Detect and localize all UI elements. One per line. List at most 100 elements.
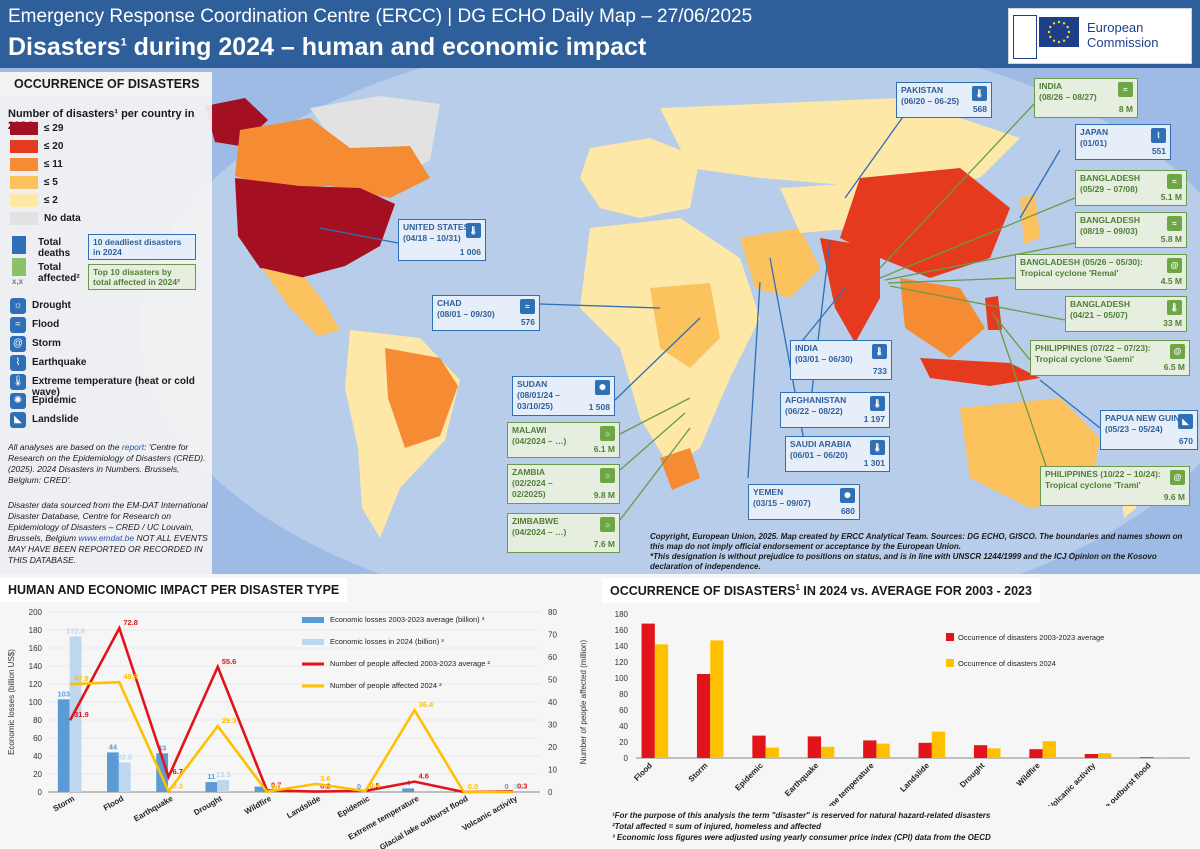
x-tick-label: Storm <box>687 761 710 784</box>
callout-line: 03/10/25) <box>517 401 553 411</box>
x-tick-label: Landslide <box>285 794 322 821</box>
callout-line: BANGLADESH <box>1070 299 1130 309</box>
callout-value: 9.6 M <box>1163 492 1185 502</box>
bar <box>765 747 779 758</box>
y-tick-label: 80 <box>33 716 42 725</box>
series-line <box>68 624 513 794</box>
lower-panel <box>0 574 1200 849</box>
callout-line: (06/01 – 06/20) <box>790 450 848 460</box>
callout-line: BANGLADESH <box>1080 173 1140 183</box>
callout-line: MALAWI <box>512 425 547 435</box>
central-asia <box>780 183 860 233</box>
bar <box>1140 757 1154 758</box>
flood-icon: ≈ <box>1167 216 1182 231</box>
y2-tick-label: 10 <box>548 766 557 775</box>
bar <box>696 674 711 758</box>
line-data-label: 0.7 <box>271 780 281 789</box>
line-data-label: 6.7 <box>173 767 183 776</box>
bar <box>1098 753 1112 758</box>
y-tick-label: 120 <box>29 680 43 689</box>
header-subtitle: Emergency Response Coordination Centre (… <box>8 6 753 27</box>
callout-line: (04/18 – 10/31) <box>403 233 461 243</box>
x-tick-label: Glacial lake outburst flood <box>378 794 470 849</box>
total-affected-badge <box>12 258 26 276</box>
bar-data-label: 172.8 <box>66 626 85 635</box>
affected-legend-box: Top 10 disasters by total affected in 20… <box>88 264 196 290</box>
source-note-emdat: Disaster data sourced from the EM-DAT In… <box>8 500 208 566</box>
bar <box>931 731 946 758</box>
x-tick-label: Earthquake <box>783 761 821 799</box>
chart1-title: HUMAN AND ECONOMIC IMPACT PER DISASTER T… <box>0 578 348 602</box>
chart2-title-sup: 1 <box>795 583 800 592</box>
storm-icon: @ <box>10 336 26 352</box>
japan <box>1020 194 1040 244</box>
callout-value: 5.8 M <box>1160 234 1182 244</box>
bar <box>254 786 267 792</box>
page-title: Disasters1 during 2024 – human and econo… <box>8 33 646 62</box>
legend-swatch-11 <box>10 158 38 171</box>
callout-line: (05/29 – 07/08) <box>1080 184 1138 194</box>
emdat-link[interactable]: www.emdat.be <box>78 533 135 543</box>
callout-line: (04/2024 – …) <box>512 436 567 446</box>
source-note-report: All analyses are based on the report: 'C… <box>8 442 208 486</box>
bar <box>1029 749 1043 758</box>
bar <box>402 788 415 792</box>
callout-value: 4.5 M <box>1160 276 1182 286</box>
total-affected-label: Total affected² <box>38 262 80 284</box>
legend-swatch <box>946 633 954 641</box>
callout-japan: JAPAN (01/01) ⌇ 551 <box>1075 124 1171 160</box>
x-tick-label: Wildfire <box>243 794 273 817</box>
legend-label: Occurrence of disasters 2003-2023 averag… <box>958 633 1104 642</box>
y-tick-label: 0 <box>624 754 629 763</box>
y-tick-label: 180 <box>615 610 629 619</box>
x-tick-label: Epidemic <box>336 794 372 820</box>
bar-data-label: 13.3 <box>216 770 231 779</box>
type-label-landslide: Landslide <box>32 414 79 425</box>
type-label-epidemic: Epidemic <box>32 395 77 406</box>
epidemic-icon: ✺ <box>10 393 26 409</box>
callout-value: 568 <box>972 104 987 114</box>
x-tick-label: Drought <box>192 794 224 818</box>
chart2-title-rest: IN 2024 vs. AVERAGE FOR 2003 - 2023 <box>799 584 1032 599</box>
callout-line: UNITED STATES <box>403 222 470 232</box>
note1-post: : 'Centre for Research on the Epidemiolo… <box>8 442 206 485</box>
y-tick-label: 180 <box>29 626 43 635</box>
europe <box>580 138 700 218</box>
storm-icon: @ <box>1170 470 1185 485</box>
callout-value: 1 197 <box>863 414 885 424</box>
mexico <box>262 268 340 336</box>
chart2-title: OCCURRENCE OF DISASTERS1 IN 2024 vs. AVE… <box>602 578 1040 604</box>
ec-building-icon <box>1013 15 1037 59</box>
line-data-label: 0.1 <box>271 782 281 791</box>
bar <box>876 743 890 758</box>
y-tick-label: 120 <box>615 658 629 667</box>
callout-line: CHAD <box>437 298 462 308</box>
legend-label: Number of people affected 2024 ² <box>330 681 442 690</box>
callout-value: 1 508 <box>588 402 610 412</box>
y-tick-label: 0 <box>38 788 43 797</box>
y-tick-label: 40 <box>33 752 42 761</box>
x-tick-label: Wildfire <box>1015 761 1042 788</box>
occurrence-chart: 0 20 40 60 80 100 120 140 160 180 Flood Storm Epidem… <box>615 610 1190 806</box>
flood-icon: ≈ <box>520 299 535 314</box>
y-tick-label: 100 <box>29 698 43 707</box>
title-footnote-mark: 1 <box>120 36 127 49</box>
legend-swatch-20 <box>10 140 38 153</box>
note1-pre: All analyses are based on the <box>8 442 122 452</box>
legend-label-5: ≤ 5 <box>44 177 58 188</box>
bar-data-label: 32.8 <box>117 752 132 761</box>
bar <box>1042 741 1056 758</box>
bar <box>69 636 82 792</box>
line-data-label: 29.3 <box>222 716 237 725</box>
epidemic-icon: ✺ <box>840 488 855 503</box>
x-tick-label: Landslide <box>898 761 931 794</box>
bar <box>57 699 70 792</box>
legend-label-20: ≤ 20 <box>44 141 64 152</box>
report-link[interactable]: report <box>121 442 145 452</box>
callout-value: 551 <box>1151 146 1166 156</box>
y2-tick-label: 60 <box>548 653 557 662</box>
note2-pre: Disaster data sourced from the EM-DAT In… <box>8 500 208 543</box>
logo-line2: Commission <box>1087 35 1159 50</box>
middle-east <box>740 228 820 298</box>
callout-papua-new-guinea: PAPUA NEW GUINEA (05/23 – 05/24) ◣ 670 <box>1100 410 1198 450</box>
